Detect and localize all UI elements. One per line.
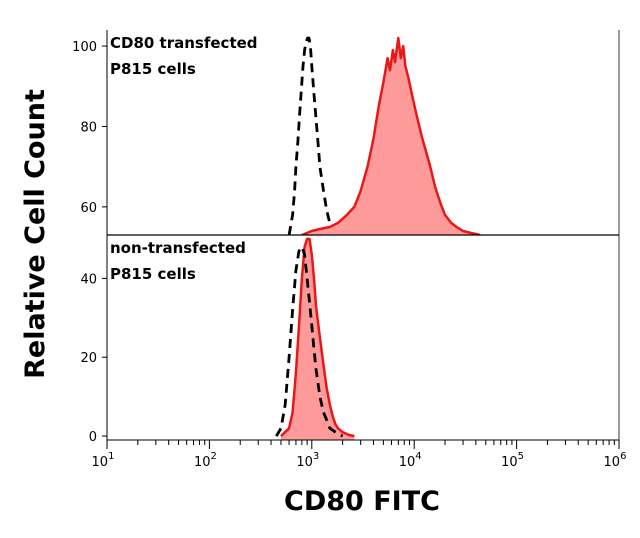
series-line-dashed bbox=[275, 245, 344, 438]
y-tick-label: 0 bbox=[89, 430, 97, 445]
panel-label-line: P815 cells bbox=[110, 265, 196, 283]
x-tick-label: 106 bbox=[604, 451, 627, 470]
x-axis: 101 102 103 104 105 106 bbox=[92, 30, 627, 470]
series-line-red bbox=[280, 237, 355, 438]
x-tick-exponent: 5 bbox=[518, 451, 524, 462]
panel-cd80-transfected: 60 80 100 CD80 transfected P815 cells bbox=[72, 30, 481, 235]
x-tick-exponent: 1 bbox=[108, 451, 114, 462]
y-tick-label: 100 bbox=[72, 40, 97, 55]
y-axis-title: Relative Cell Count bbox=[20, 89, 51, 379]
x-tick-exponent: 6 bbox=[620, 451, 626, 462]
x-tick-base: 10 bbox=[296, 455, 313, 470]
x-tick-base: 10 bbox=[194, 455, 211, 470]
series-area-fill bbox=[281, 238, 355, 440]
panel-non-transfected: 0 20 40 non-transfected P815 cells bbox=[80, 235, 355, 445]
x-tick-label: 104 bbox=[399, 451, 422, 470]
x-axis-title: CD80 FITC bbox=[284, 486, 440, 517]
panel-label-line: CD80 transfected bbox=[110, 34, 258, 52]
x-tick-label: 103 bbox=[296, 451, 319, 470]
x-tick-base: 10 bbox=[604, 455, 621, 470]
x-tick-exponent: 3 bbox=[313, 451, 319, 462]
x-tick-base: 10 bbox=[501, 455, 518, 470]
x-tick-base: 10 bbox=[399, 455, 416, 470]
y-tick-label: 40 bbox=[80, 272, 97, 287]
y-tick-label: 60 bbox=[80, 201, 97, 216]
series-line-dashed bbox=[287, 36, 344, 235]
panel-label-line: P815 cells bbox=[110, 60, 196, 78]
panel-label-line: non-transfected bbox=[110, 239, 246, 257]
series-line-red bbox=[301, 36, 481, 235]
series-area-fill bbox=[301, 38, 481, 235]
y-tick-label: 20 bbox=[80, 351, 97, 366]
x-tick-exponent: 2 bbox=[210, 451, 216, 462]
x-tick-label: 101 bbox=[92, 451, 115, 470]
x-tick-exponent: 4 bbox=[415, 451, 421, 462]
x-tick-label: 102 bbox=[194, 451, 217, 470]
x-tick-base: 10 bbox=[92, 455, 109, 470]
x-tick-label: 105 bbox=[501, 451, 524, 470]
y-tick-label: 80 bbox=[80, 120, 97, 135]
